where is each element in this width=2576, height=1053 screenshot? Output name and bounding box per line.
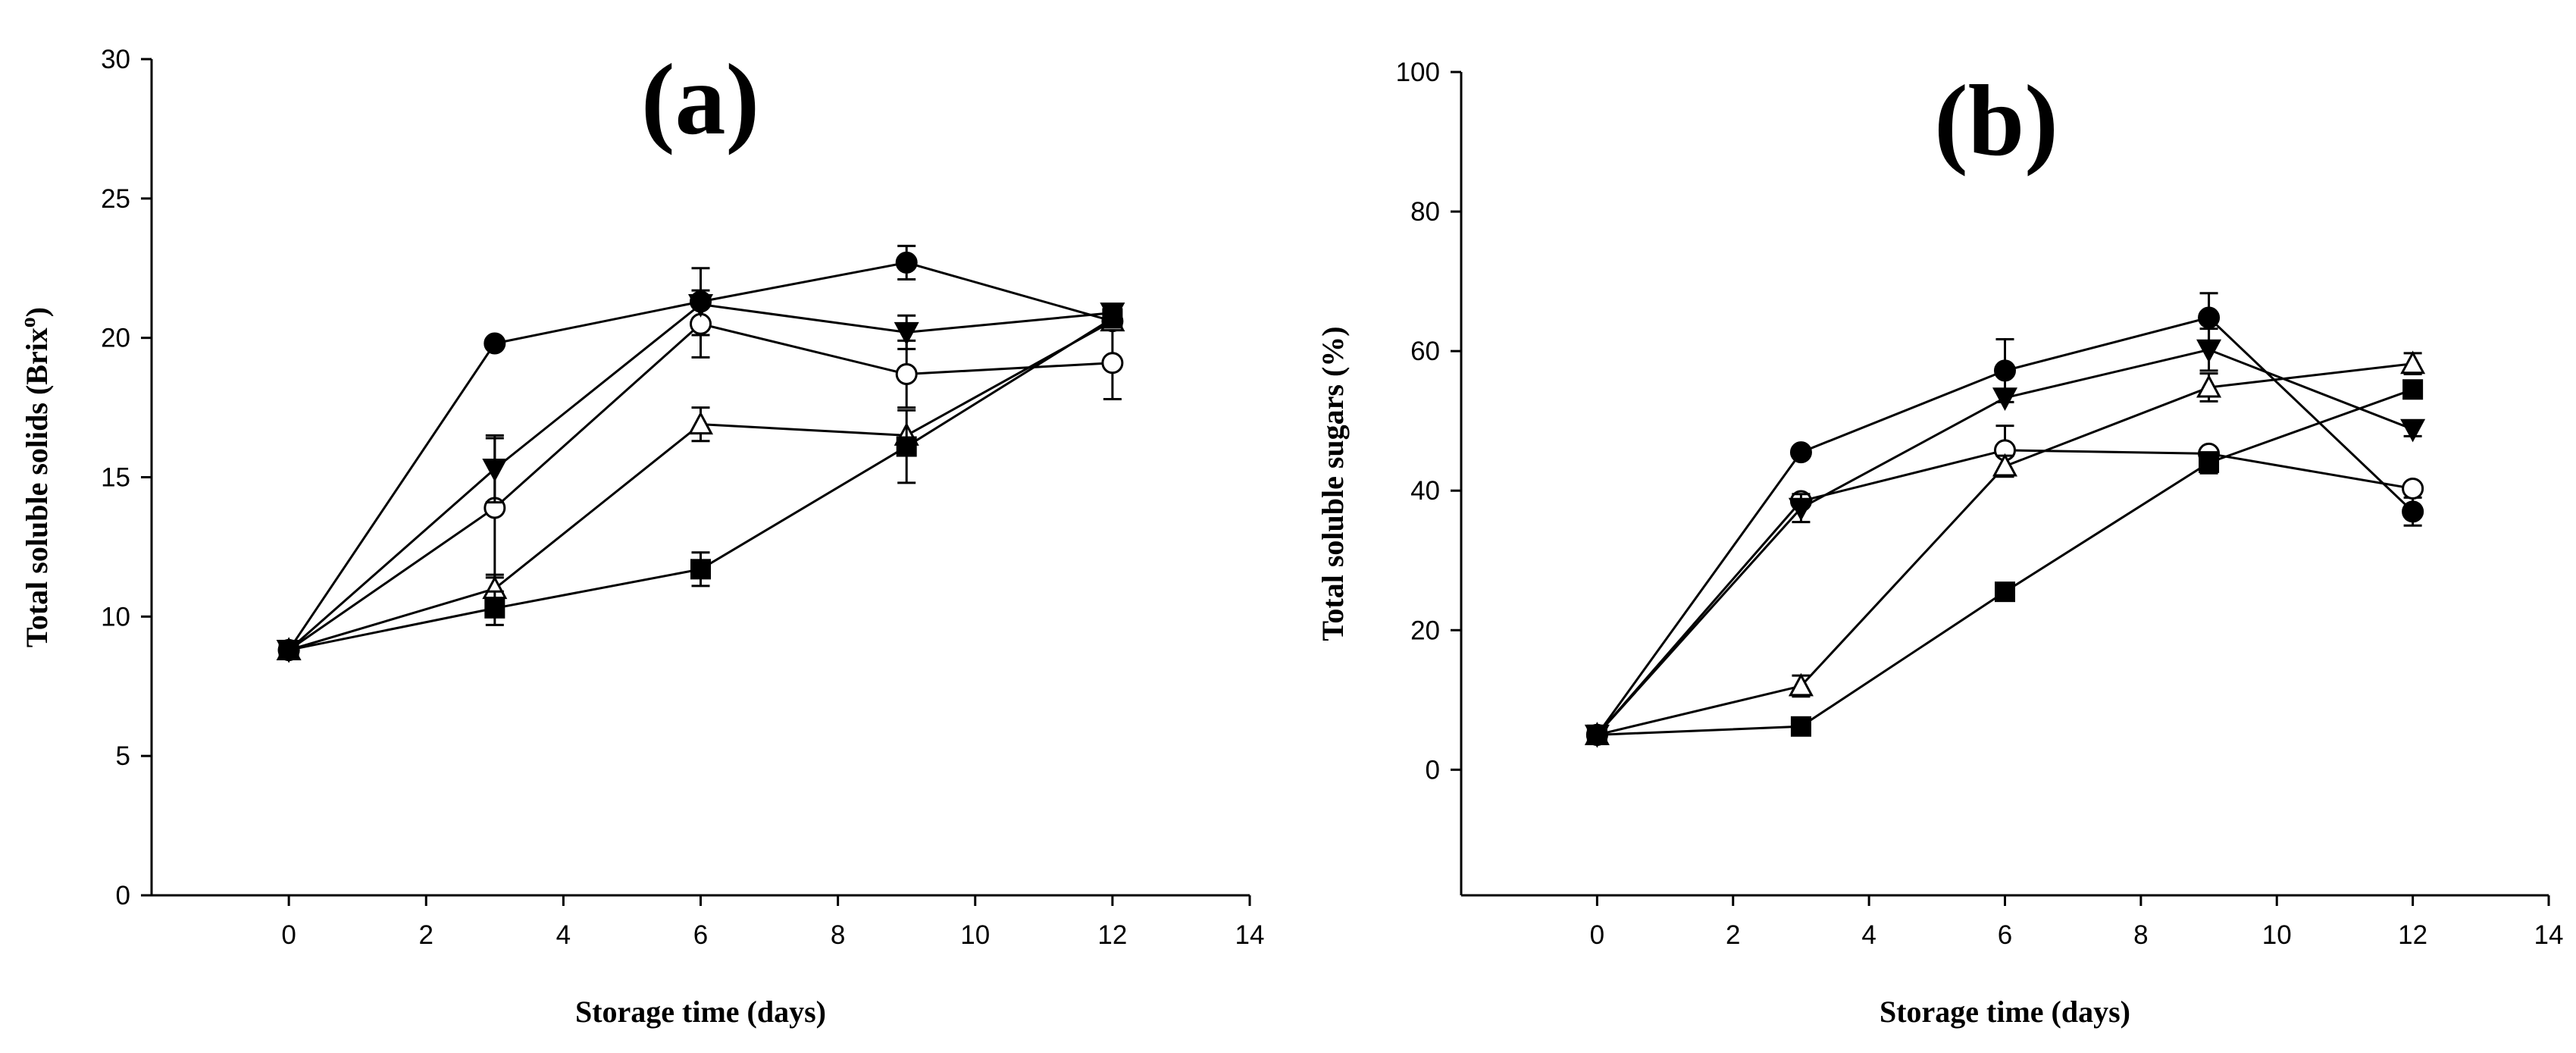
panel-b-point-filled-square (1995, 581, 2015, 603)
panel-a-line-open-circle (288, 322, 1113, 651)
panel-b-series-filled-triangle-down (1584, 327, 2426, 748)
panel-b-x-axis-title: Storage time (days) (1880, 995, 2130, 1029)
panel-a-point-filled-square (278, 639, 299, 660)
panel-a-chart: 0 5 10 15 20 25 30 0 2 4 6 8 10 12 14 Storage time (day… (17, 43, 1264, 1029)
panel-a-y-tick-label: 30 (101, 45, 130, 74)
panel-b-point-filled-square (2199, 452, 2220, 473)
panel-a-x-tick-label: 14 (1235, 920, 1265, 950)
panel-a-y-tick-label: 15 (101, 463, 130, 493)
panel-b-point-filled-circle (2198, 306, 2221, 329)
panel-a-point-filled-square (896, 436, 917, 457)
panel-a-y-tick-label: 0 (116, 881, 130, 910)
panel-b-x-tick-label: 6 (1998, 920, 2012, 950)
panel-a-x-tick-label: 10 (960, 920, 990, 950)
panel-a-point-filled-square (1102, 308, 1123, 329)
panel-a-point-filled-triangle-down (482, 458, 508, 482)
panel-b-point-filled-triangle-down (2400, 418, 2426, 443)
panel-b-x-tick-label: 14 (2534, 920, 2564, 950)
panel-b-label: (b) (1934, 64, 2058, 177)
panel-b-x-tick-label: 0 (1590, 920, 1604, 950)
panel-b-point-filled-square (1586, 724, 1607, 745)
panel-b-y-tick-label: 80 (1410, 197, 1440, 227)
panel-a-x-tick-label: 6 (693, 920, 708, 950)
panel-b-point-open-triangle-up (1992, 453, 2018, 477)
panel-a-y-tick-label: 10 (101, 602, 130, 631)
panel-b-y-tick-label: 40 (1410, 476, 1440, 506)
panel-b-point-filled-triangle-down (1992, 387, 2018, 411)
panel-b-x-tick-label: 4 (1861, 920, 1876, 950)
panel-b-x-tick-label: 10 (2262, 920, 2292, 950)
panel-a-point-open-triangle-up (687, 411, 714, 435)
panel-b-series-filled-circle (1585, 292, 2424, 746)
panel-b-x-tick-label: 12 (2398, 920, 2427, 950)
panel-b-chart: 0 20 40 60 80 100 0 2 4 6 8 10 12 14 Storage time (day… (1316, 58, 2563, 1029)
panel-b-point-filled-circle (2402, 500, 2424, 523)
panel-a-point-filled-square (484, 597, 505, 619)
panel-a-x-tick-label: 4 (556, 920, 571, 950)
panel-a-y-tick-label: 5 (116, 741, 130, 771)
panel-a-series-open-triangle-up (276, 308, 1125, 660)
panel-a-line-filled-square (288, 317, 1113, 651)
panel-b-point-open-circle (2402, 477, 2424, 500)
panel-a-x-tick-label: 8 (831, 920, 845, 950)
panel-b-y-axis-title: Total soluble sugars (%) (1316, 326, 1350, 641)
panel-a-point-filled-triangle-down (687, 294, 714, 318)
panel-b-point-open-triangle-up (2196, 374, 2222, 398)
panel-a-x-axis-title: Storage time (days) (575, 995, 826, 1029)
panel-b-x-tick-label: 8 (2133, 920, 2148, 950)
panel-a-y-tick-label: 25 (101, 184, 130, 214)
panel-b-y-tick-label: 0 (1426, 755, 1440, 785)
panel-a-point-filled-triangle-down (894, 321, 919, 346)
panel-b-y-tick-label: 60 (1410, 337, 1440, 366)
panel-a-point-open-circle (1101, 352, 1124, 375)
panel-a-y-tick-label: 20 (101, 324, 130, 353)
panel-a-label: (a) (641, 43, 759, 155)
panel-a-point-filled-square (690, 559, 711, 580)
panel-b-point-open-triangle-up (1788, 672, 1814, 697)
panel-a-y-axis-title: Total soluble solids (Brixo) (17, 307, 54, 647)
panel-b-point-filled-square (1790, 716, 1811, 737)
panel-b-point-filled-square (2402, 379, 2424, 400)
panel-b-x-tick-label: 2 (1726, 920, 1740, 950)
panel-a-x-tick-label: 2 (419, 920, 434, 950)
panel-b-point-filled-circle (1994, 359, 2016, 382)
panel-a-x-tick-label: 12 (1097, 920, 1127, 950)
panel-b-series-open-triangle-up (1584, 350, 2426, 745)
panel-b-point-filled-triangle-down (1788, 497, 1814, 522)
panel-a-point-filled-circle (484, 332, 506, 355)
panel-b-y-tick-label: 20 (1410, 616, 1440, 645)
panel-a-x-tick-label: 0 (281, 920, 296, 950)
panel-b-y-tick-label: 100 (1396, 58, 1440, 87)
panel-b-series-filled-square (1586, 379, 2424, 745)
panel-b-point-filled-triangle-down (2196, 339, 2222, 363)
panel-b-point-filled-circle (1789, 441, 1812, 464)
panel-a-series-filled-square (278, 308, 1123, 660)
panel-a-point-filled-circle (895, 251, 918, 274)
panel-b-line-open-triangle-up (1597, 362, 2413, 736)
panel-a-point-open-circle (895, 362, 918, 385)
panel-b-point-open-triangle-up (2400, 350, 2426, 375)
